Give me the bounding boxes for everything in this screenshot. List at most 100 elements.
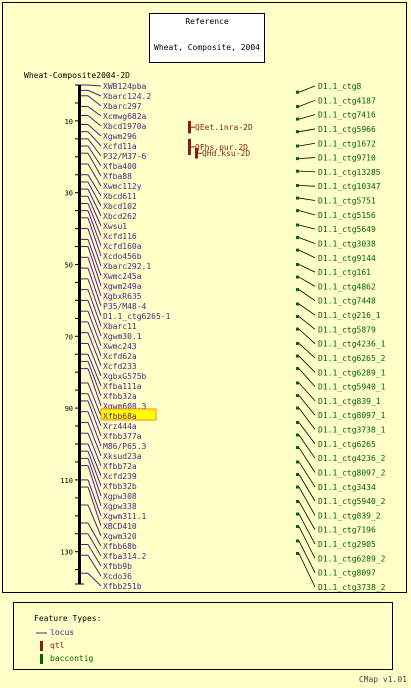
locus-label[interactable]: Xcfd116 [103, 232, 137, 241]
contig-mark [296, 90, 299, 94]
locus-label[interactable]: Xbcd102 [103, 202, 137, 211]
locus-label[interactable]: P32/M37-6 [103, 152, 147, 161]
contig-label[interactable]: D1.1_ctg216_1 [318, 311, 381, 320]
locus-label[interactable]: Xcfd62a [103, 352, 137, 361]
locus-label[interactable]: XgbxR635 [103, 292, 142, 301]
locus-label[interactable]: Xbarc292.1 [103, 262, 151, 271]
contig-label[interactable]: D1.1_ctg6265 [318, 440, 376, 449]
qtl-bar[interactable] [188, 138, 191, 156]
locus-label[interactable]: Xbcd611 [103, 192, 137, 201]
contig-label[interactable]: D1.1_ctg5879 [318, 325, 376, 334]
contig-label[interactable]: D1.1_ctg3738_2 [318, 583, 386, 592]
locus-label[interactable]: M86/P65.3 [103, 442, 147, 451]
locus-connector [87, 422, 102, 457]
contig-label[interactable]: D1.1_ctg8 [318, 82, 362, 91]
locus-label[interactable]: Xfbb251b [103, 582, 142, 591]
locus-label[interactable]: Xfbb68a [103, 412, 137, 421]
map-title[interactable]: Wheat-Composite2004-2D [24, 71, 130, 80]
locus-label[interactable]: Xcfd239 [103, 472, 137, 481]
locus-label[interactable]: Xfba400 [103, 162, 137, 171]
locus-label[interactable]: Xgwm320 [103, 532, 137, 541]
locus-label[interactable]: Xbcd1970a [103, 122, 147, 131]
contig-label[interactable]: D1.1_ctg3434 [318, 483, 376, 492]
contig-label[interactable]: D1.1_ctg7416 [318, 111, 376, 120]
qtl-bar[interactable] [195, 147, 198, 159]
contig-label[interactable]: D1.1_ctg8097_1 [318, 411, 386, 420]
contig-label[interactable]: D1.1_ctg5156 [318, 211, 376, 220]
locus-label[interactable]: Xgpw308 [103, 492, 137, 501]
locus-label[interactable]: Xwmc112y [103, 182, 142, 191]
contig-label[interactable]: D1.1_ctg13285 [318, 168, 381, 177]
locus-label[interactable]: Xfbb377a [103, 432, 142, 441]
locus-label[interactable]: Xgwm249a [103, 282, 142, 291]
contig-label[interactable]: D1.1_ctg5649 [318, 225, 376, 234]
locus-label[interactable]: Xksud23a [103, 452, 142, 461]
contig-label[interactable]: D1.1_ctg7448 [318, 297, 376, 306]
locus-label[interactable]: Xbarc11 [103, 322, 137, 331]
locus-label[interactable]: Xcfd233 [103, 362, 137, 371]
locus-label[interactable]: Xbarc124.2 [103, 92, 151, 101]
contig-mark [296, 551, 299, 555]
contig-label[interactable]: D1.1_ctg6265_2 [318, 354, 386, 363]
locus-label[interactable]: Xfbb32b [103, 482, 137, 491]
contig-label[interactable]: D1.1_ctg2905 [318, 540, 376, 549]
contig-label[interactable]: D1.1_ctg4187 [318, 96, 376, 105]
locus-label[interactable]: Xfbb72a [103, 462, 137, 471]
contig-label[interactable]: D1.1_ctg839_2 [318, 511, 381, 520]
locus-label[interactable]: Xgwm311.1 [103, 512, 147, 521]
contig-label[interactable]: D1.1_ctg6289_2 [318, 554, 386, 563]
contig-label[interactable]: D1.1_ctg8097_2 [318, 468, 386, 477]
contig-label[interactable]: D1.1_ctg8097 [318, 569, 376, 578]
contig-label[interactable]: D1.1_ctg5940_2 [318, 497, 386, 506]
locus-label[interactable]: Xfbb9b [103, 562, 132, 571]
locus-label[interactable]: Xfbb32a [103, 392, 137, 401]
contig-label[interactable]: D1.1_ctg6289_1 [318, 368, 386, 377]
locus-label[interactable]: Xfba314.2 [103, 552, 147, 561]
qtl-bar[interactable] [188, 120, 191, 134]
contig-label[interactable]: D1.1_ctg1672 [318, 139, 376, 148]
contig-label[interactable]: D1.1_ctg7196 [318, 526, 376, 535]
locus-label[interactable]: Xrz444a [103, 422, 137, 431]
locus-label[interactable]: Xgwm30.1 [103, 332, 142, 341]
locus-label[interactable]: Xwmc245a [103, 272, 142, 281]
locus-label[interactable]: Xcdo36 [103, 572, 132, 581]
contig-label[interactable]: D1.1_ctg3038 [318, 239, 376, 248]
locus-label[interactable]: Xbarc297 [103, 102, 142, 111]
locus-label[interactable]: Xgwm296 [103, 132, 137, 141]
qtl-label[interactable]: QHd.ksu-2D [202, 149, 250, 158]
locus-label[interactable]: XWB124pba [103, 82, 147, 91]
locus-label[interactable]: Xcfd11a [103, 142, 137, 151]
locus-label[interactable]: Xfba111a [103, 382, 142, 391]
contig-connector [298, 461, 316, 488]
locus-label[interactable]: P35/M48-4 [103, 302, 147, 311]
locus-label[interactable]: Xwsu1 [103, 222, 127, 231]
locus-label[interactable]: XBCD410 [103, 522, 137, 531]
locus-label[interactable]: Xgwm608.3 [103, 402, 147, 411]
contig-label[interactable]: D1.1_ctg161 [318, 268, 371, 277]
locus-label[interactable]: Xcdo456b [103, 252, 142, 261]
qtl-label[interactable]: QFhs.pur.2D [195, 143, 248, 152]
locus-label[interactable]: Xwmc243 [103, 342, 137, 351]
contig-label[interactable]: D1.1_ctg10347 [318, 182, 381, 191]
locus-label[interactable]: Xfbb68b [103, 542, 137, 551]
contig-label[interactable]: D1.1_ctg9144 [318, 254, 376, 263]
contig-label[interactable]: D1.1_ctg3738_1 [318, 426, 386, 435]
contig-label[interactable]: D1.1_ctg4236_2 [318, 454, 386, 463]
locus-label[interactable]: Xbcd262 [103, 212, 137, 221]
contig-label[interactable]: D1.1_ctg4862 [318, 282, 376, 291]
contig-label[interactable]: D1.1_ctg9710 [318, 154, 376, 163]
contig-label[interactable]: D1.1_ctg5966 [318, 125, 376, 134]
locus-label[interactable]: Xcmwg682a [103, 112, 147, 121]
contig-label[interactable]: D1.1_ctg5940_1 [318, 383, 386, 392]
locus-connector [87, 544, 102, 567]
contig-label[interactable]: D1.1_ctg4236_1 [318, 340, 386, 349]
contig-label[interactable]: D1.1_ctg839_1 [318, 397, 381, 406]
locus-label[interactable]: Xcfd160a [103, 242, 142, 251]
locus-label[interactable]: Xfba88 [103, 172, 132, 181]
qtl-label[interactable]: QEet.inra-2D [195, 123, 253, 132]
locus-label[interactable]: Xgpw338 [103, 502, 137, 511]
locus-label[interactable]: XgbxG575b [103, 372, 147, 381]
chromosome-bar[interactable] [78, 85, 81, 584]
locus-label[interactable]: D1.1_ctg6265-1 [103, 312, 171, 321]
contig-label[interactable]: D1.1_ctg5751 [318, 197, 376, 206]
